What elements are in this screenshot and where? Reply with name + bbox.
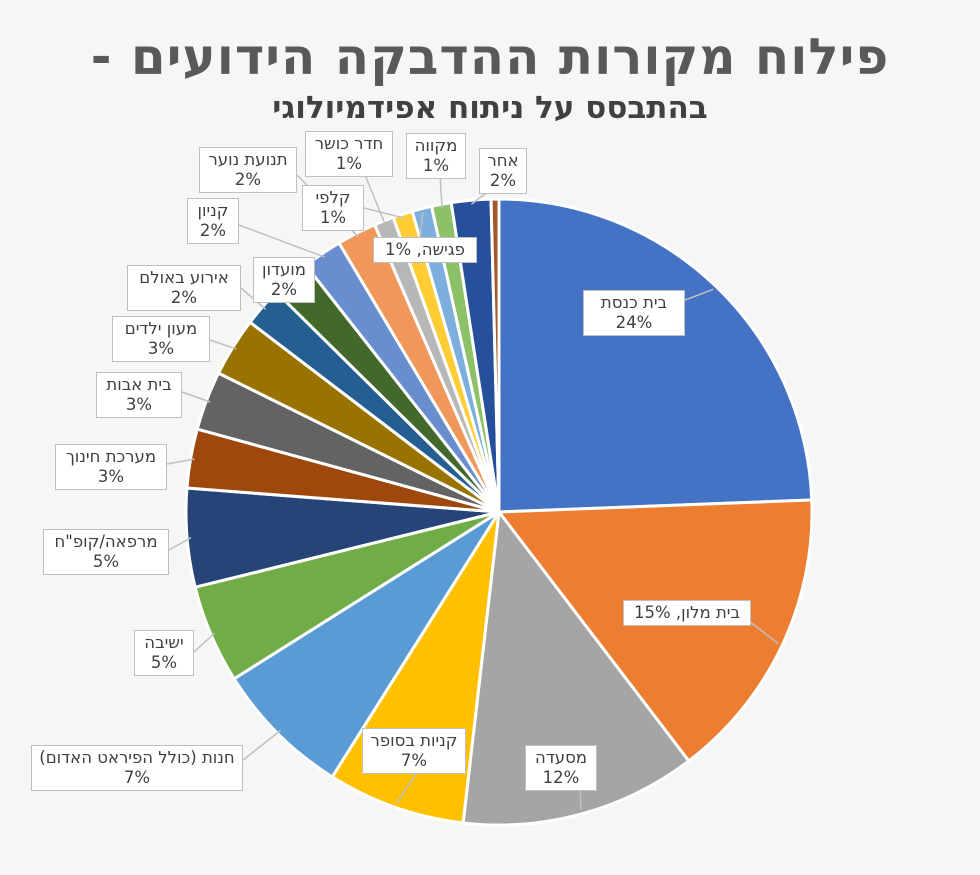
pie-slice [497, 197, 814, 514]
label-youth-movement: תנועת נוער 2% [199, 147, 297, 193]
label-name: חדר כושר [314, 134, 384, 153]
label-name: מועדון [261, 260, 307, 279]
label-synagogue: בית כנסת 24% [583, 290, 685, 336]
label-name: בית אבות [106, 375, 172, 394]
label-name: תנועת נוער [208, 150, 288, 169]
label-education: מערכת חינוך 3% [55, 444, 167, 490]
label-mikveh: מקווה 1% [406, 133, 466, 179]
label-store: חנות (כולל הפיראט האדום) 7% [31, 745, 243, 791]
label-value: 2% [234, 170, 262, 189]
label-name: מערכת חינוך [65, 447, 157, 466]
leader-line [242, 729, 281, 761]
label-supermarket: קניות בסופר 7% [362, 728, 466, 774]
label-value: 3% [125, 395, 153, 414]
label-name: בית כנסת [600, 293, 668, 312]
leader-line [684, 288, 714, 301]
leader-line [363, 207, 405, 219]
label-value: 1% [335, 154, 363, 173]
label-value: 2% [170, 288, 198, 307]
label-value: 3% [97, 467, 125, 486]
label-name: מקווה [414, 136, 458, 155]
label-value: 5% [92, 552, 120, 571]
label-name: ישיבה [144, 633, 184, 652]
label-restaurant: מסעדה 12% [525, 745, 597, 791]
label-name-value: בית מלון, 15% [633, 603, 741, 622]
chart-subtitle: בהתבסס על ניתוח אפידמיולוגי [272, 90, 708, 126]
label-name: חנות (כולל הפיראט האדום) [39, 748, 235, 767]
label-daycare: מעון ילדים 3% [112, 316, 210, 362]
chart-title: פילוח מקורות ההדבקה הידועים - [90, 28, 890, 86]
label-name: מעון ילדים [124, 319, 198, 338]
label-name: אירוע באולם [139, 268, 229, 287]
leader-line [181, 391, 211, 403]
pie-slice [497, 498, 814, 763]
label-name: מסעדה [534, 748, 588, 767]
label-value: 24% [615, 313, 653, 332]
label-event-hall: אירוע באולם 2% [127, 265, 241, 311]
label-nursing-home: בית אבות 3% [96, 372, 182, 418]
label-name: מרפאה/קופ"ח [54, 532, 158, 551]
label-value: 2% [199, 221, 227, 240]
label-hotel: בית מלון, 15% [623, 600, 751, 626]
label-yeshiva: ישיבה 5% [134, 630, 194, 676]
label-value: 12% [542, 768, 580, 787]
label-gym: חדר כושר 1% [305, 131, 393, 177]
label-value: 5% [150, 653, 178, 672]
pie-slice [489, 197, 501, 514]
label-ballot: קלפי 1% [302, 185, 364, 231]
leader-line [364, 174, 387, 225]
label-name: קניון [197, 201, 229, 220]
label-value: 2% [489, 171, 517, 190]
leader-line [168, 536, 192, 551]
label-name: קניות בסופר [370, 731, 458, 750]
label-value: 1% [422, 156, 450, 175]
leader-line [238, 224, 325, 258]
leader-line [166, 458, 195, 465]
leader-line [439, 174, 443, 209]
label-name: קלפי [315, 188, 351, 207]
leader-line [419, 212, 424, 238]
label-value: 7% [400, 751, 428, 770]
label-name-value: פגישה, 1% [385, 240, 465, 259]
label-value: 3% [147, 339, 175, 358]
label-clinic: מרפאה/קופ"ח 5% [43, 529, 169, 575]
label-name: אחר [487, 151, 519, 170]
pie-slice [461, 510, 691, 827]
leader-line [193, 632, 216, 653]
label-value: 7% [123, 768, 151, 787]
label-meeting: פגישה, 1% [373, 237, 477, 263]
label-mall: קניון 2% [187, 198, 239, 244]
label-value: 2% [270, 280, 298, 299]
leader-line [209, 339, 237, 350]
label-other: אחר 2% [479, 148, 527, 194]
label-club: מועדון 2% [253, 257, 315, 303]
label-value: 1% [319, 208, 347, 227]
